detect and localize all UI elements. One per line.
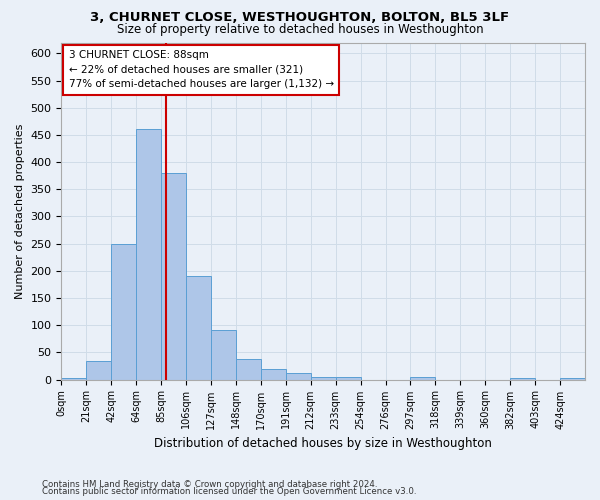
Bar (111, 244, 136, 380)
Text: Contains public sector information licensed under the Open Government Licence v3: Contains public sector information licen… (42, 488, 416, 496)
Text: Size of property relative to detached houses in Westhoughton: Size of property relative to detached ho… (116, 22, 484, 36)
Bar (560, 378, 585, 380)
Bar (136, 130, 161, 380)
Bar (311, 377, 335, 380)
Bar (410, 377, 436, 380)
Bar (186, 276, 211, 380)
Bar (510, 378, 535, 380)
X-axis label: Distribution of detached houses by size in Westhoughton: Distribution of detached houses by size … (154, 437, 492, 450)
Bar (161, 173, 186, 380)
Y-axis label: Number of detached properties: Number of detached properties (15, 124, 25, 298)
Text: 3, CHURNET CLOSE, WESTHOUGHTON, BOLTON, BL5 3LF: 3, CHURNET CLOSE, WESTHOUGHTON, BOLTON, … (91, 11, 509, 24)
Text: Contains HM Land Registry data © Crown copyright and database right 2024.: Contains HM Land Registry data © Crown c… (42, 480, 377, 489)
Bar (286, 372, 311, 380)
Bar (86, 360, 111, 380)
Bar (236, 360, 261, 380)
Bar (261, 368, 286, 380)
Text: 3 CHURNET CLOSE: 88sqm
← 22% of detached houses are smaller (321)
77% of semi-de: 3 CHURNET CLOSE: 88sqm ← 22% of detached… (68, 50, 334, 90)
Bar (335, 377, 361, 380)
Bar (211, 330, 236, 380)
Bar (61, 378, 86, 380)
